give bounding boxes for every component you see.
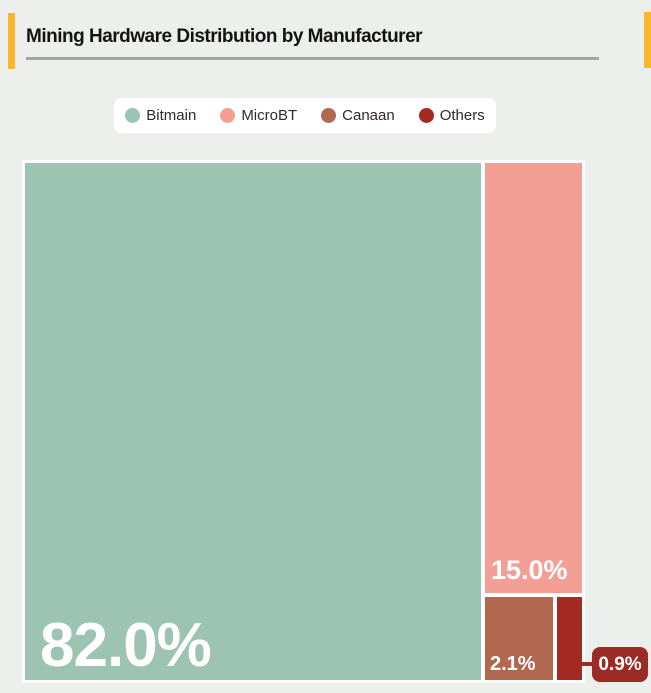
legend-item-microbt: MicroBT	[220, 108, 297, 123]
legend-label-bitmain: Bitmain	[146, 107, 197, 124]
legend-dot-canaan-icon	[321, 108, 337, 123]
callout-connector-line	[580, 662, 594, 666]
legend-label-others: Others	[439, 107, 485, 124]
treemap-segment-microbt: 15.0%	[485, 163, 582, 593]
page-title: Mining Hardware Distribution by Manufact…	[26, 26, 423, 47]
legend-item-canaan: Canaan	[321, 108, 395, 123]
legend-item-others: Others	[418, 107, 485, 124]
left-accent-bar	[8, 13, 15, 69]
legend-item-bitmain: Bitmain	[125, 108, 196, 123]
legend-dot-microbt-icon	[220, 108, 236, 123]
treemap-segment-others	[557, 597, 582, 680]
chart-legend: Bitmain MicroBT Canaan Others	[114, 98, 496, 133]
treemap-segment-bitmain: 82.0%	[25, 163, 481, 680]
callout-label-others: 0.9%	[592, 647, 648, 682]
treemap-chart: 82.0% 15.0% 2.1% 0.9%	[22, 160, 648, 683]
legend-label-microbt: MicroBT	[241, 107, 298, 124]
legend-dot-bitmain-icon	[125, 108, 141, 123]
segment-value-label-bitmain: 82.0%	[40, 611, 212, 681]
segment-value-label-canaan: 2.1%	[490, 653, 536, 675]
right-accent-bar	[644, 12, 651, 68]
title-underline	[26, 57, 599, 60]
legend-dot-others-icon	[418, 108, 434, 123]
segment-value-label-microbt: 15.0%	[491, 555, 568, 586]
legend-label-canaan: Canaan	[342, 107, 395, 124]
treemap-segment-canaan: 2.1%	[485, 597, 553, 680]
